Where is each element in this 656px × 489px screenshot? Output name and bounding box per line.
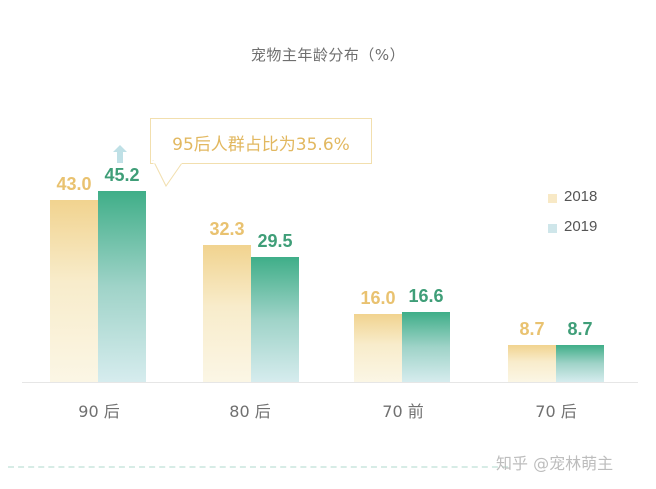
bar-2018-3 <box>508 345 556 382</box>
bar-2019-3 <box>556 345 604 382</box>
value-label-2018-2: 16.0 <box>360 288 396 308</box>
legend-swatch-2018 <box>548 194 557 203</box>
x-axis-baseline <box>22 382 638 383</box>
up-arrow-icon <box>113 145 127 163</box>
legend-swatch-2019 <box>548 224 557 233</box>
value-label-2018-0: 43.0 <box>56 174 92 194</box>
x-label-pre70s: 70 前 <box>382 402 424 421</box>
bar-2019-2 <box>402 312 450 382</box>
plot-area: 43.0 45.2 32.3 29.5 16.0 16.6 8.7 8.7 <box>22 120 638 382</box>
value-label-2019-3: 8.7 <box>567 319 593 339</box>
watermark: 知乎 @宠林萌主 <box>496 454 614 473</box>
value-label-2019-2: 16.6 <box>408 286 444 306</box>
bar-2018-1 <box>203 245 251 382</box>
legend-label-2018: 2018 <box>564 188 598 205</box>
x-label-90s: 90 后 <box>78 402 120 421</box>
legend-label-2019: 2019 <box>564 218 598 235</box>
chart-title: 宠物主年龄分布（%） <box>250 46 406 64</box>
x-label-70s: 70 后 <box>535 402 577 421</box>
value-label-2019-1: 29.5 <box>257 231 293 251</box>
x-label-80s: 80 后 <box>229 402 271 421</box>
callout-text: 95后人群占比为35.6% <box>172 135 350 155</box>
callout-tail <box>152 160 183 187</box>
value-label-2019-0: 45.2 <box>104 165 140 185</box>
value-label-2018-3: 8.7 <box>519 319 545 339</box>
callout-box: 95后人群占比为35.6% <box>150 118 372 164</box>
value-label-2018-1: 32.3 <box>209 219 245 239</box>
bar-2018-2 <box>354 314 402 382</box>
bar-2019-1 <box>251 257 299 382</box>
footer-dashed-line <box>8 466 508 468</box>
bar-2019-0 <box>98 191 146 382</box>
bar-2018-0 <box>50 200 98 382</box>
